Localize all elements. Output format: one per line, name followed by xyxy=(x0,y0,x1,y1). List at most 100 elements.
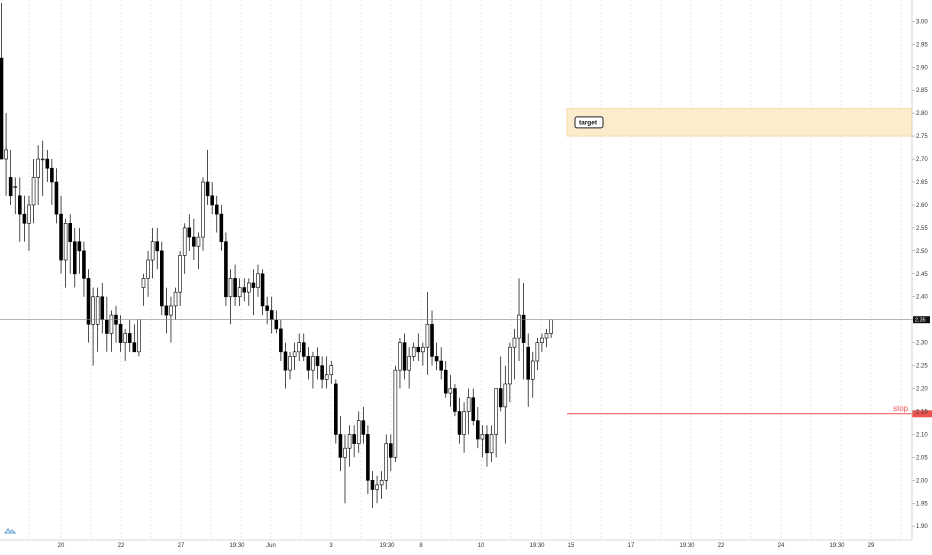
candle-body xyxy=(233,278,237,298)
candle-body xyxy=(430,323,434,357)
candle-68 xyxy=(311,351,315,389)
candle-body xyxy=(169,305,173,316)
candle-45 xyxy=(205,149,210,205)
candle-body xyxy=(210,195,214,206)
candle-body xyxy=(95,296,100,325)
time-tick-label: 19:30 xyxy=(679,543,695,549)
candle-5 xyxy=(22,195,27,242)
time-tick-label: 27 xyxy=(178,543,185,549)
candle-body xyxy=(109,314,114,334)
candle-11 xyxy=(50,159,54,205)
candle-70 xyxy=(320,356,324,389)
candle-66 xyxy=(301,333,306,361)
candle-118 xyxy=(540,333,544,352)
candle-body xyxy=(301,342,306,357)
candle-116 xyxy=(530,351,535,398)
overlays: stop xyxy=(0,319,932,418)
candle-body xyxy=(393,369,398,458)
candle-body xyxy=(91,296,95,325)
candle-20 xyxy=(91,287,95,366)
candle-body xyxy=(256,273,260,288)
time-axis[interactable]: 20 22 27 19:30 Jun 3 19:30 8 10 19:30 15 17 19:30 22 2… xyxy=(0,539,912,549)
candle-body xyxy=(448,388,453,394)
candle-body xyxy=(453,388,457,412)
candle-body xyxy=(155,241,160,252)
candle-106 xyxy=(485,425,489,467)
candle-17 xyxy=(77,227,82,274)
candle-body xyxy=(352,434,356,444)
candle-76 xyxy=(347,425,352,467)
candle-97 xyxy=(443,361,448,398)
candle-body xyxy=(214,204,219,215)
candle-50 xyxy=(228,269,233,325)
price-tick-label: 2.60 xyxy=(916,203,928,209)
tv-logo-icon[interactable] xyxy=(4,527,16,535)
candle-81 xyxy=(370,471,375,508)
candle-body xyxy=(366,434,370,481)
candle-18 xyxy=(82,241,86,297)
candle-body xyxy=(146,259,150,279)
candle-body xyxy=(540,337,544,343)
candle-body xyxy=(68,223,72,242)
candle-29 xyxy=(132,324,137,353)
candle-body xyxy=(160,250,164,307)
candle-23 xyxy=(105,296,109,352)
candle-body xyxy=(31,177,36,206)
time-tick-label: 17 xyxy=(628,543,635,549)
candle-body xyxy=(205,181,210,197)
candle-56 xyxy=(256,264,260,297)
price-tick-label: 2.70 xyxy=(916,157,928,163)
current-price-tag: 2.35 xyxy=(913,316,930,324)
candle-61 xyxy=(279,319,283,361)
candle-117 xyxy=(535,338,540,371)
target-rect xyxy=(566,108,913,137)
candle-54 xyxy=(247,278,251,306)
candle-49 xyxy=(224,232,228,306)
candle-body xyxy=(411,346,416,357)
candle-body xyxy=(8,177,13,197)
candle-43 xyxy=(196,232,201,270)
candle-90 xyxy=(411,342,416,361)
candle-31 xyxy=(141,273,146,306)
candle-body xyxy=(526,346,531,380)
candle-72 xyxy=(329,361,334,384)
time-tick-label: 19:30 xyxy=(379,543,395,549)
price-tick-label: 2.90 xyxy=(916,65,928,71)
time-tick-label: 3 xyxy=(329,543,333,549)
price-tick-label: 2.75 xyxy=(916,134,928,140)
candle-body xyxy=(361,420,366,435)
candle-body xyxy=(219,213,224,242)
time-tick-label: 24 xyxy=(778,543,785,549)
stop-price-marker xyxy=(912,410,932,418)
candle-body xyxy=(86,278,91,325)
candle-body xyxy=(347,434,352,449)
candle-body xyxy=(480,434,485,440)
candle-105 xyxy=(480,425,485,458)
candle-body xyxy=(63,223,68,261)
candle-body xyxy=(45,158,50,169)
candle-body xyxy=(476,420,480,440)
candle-body xyxy=(329,365,334,376)
candle-body xyxy=(384,443,389,481)
candle-body xyxy=(72,241,77,275)
candle-47 xyxy=(214,195,219,233)
candle-body xyxy=(402,342,407,371)
candle-1 xyxy=(4,113,8,196)
candle-body xyxy=(334,383,338,435)
candle-103 xyxy=(471,388,476,426)
candle-body xyxy=(315,356,320,366)
price-tick-label: 3.00 xyxy=(916,19,928,25)
candle-33 xyxy=(150,227,155,279)
target-zone: target xyxy=(566,108,913,137)
candle-62 xyxy=(283,342,288,389)
candle-body xyxy=(82,250,86,279)
candle-83 xyxy=(379,471,384,499)
candle-body xyxy=(279,328,283,353)
candle-body xyxy=(398,342,402,371)
time-tick-label: 22 xyxy=(118,543,125,549)
candle-body xyxy=(132,342,137,353)
candle-24 xyxy=(109,310,114,352)
price-axis[interactable]: 1.90 1.95 2.00 2.05 2.10 2.15 2.20 2.25 2.30 2.35… xyxy=(911,0,928,540)
